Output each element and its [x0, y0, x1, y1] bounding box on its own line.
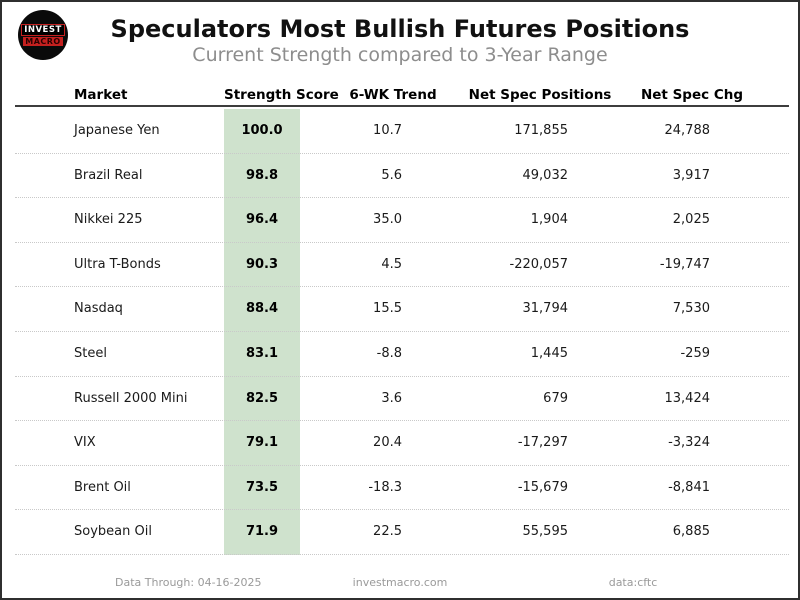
table-row: Brent Oil 73.5 -18.3 -15,679 -8,841 [15, 466, 789, 511]
trend-cell: 5.6 [381, 167, 402, 183]
market-cell: Ultra T-Bonds [74, 256, 161, 272]
footer-data-source: data:cftc [608, 576, 658, 589]
net-spec-chg-cell: 3,917 [672, 167, 710, 183]
column-header-net-spec-chg: Net Spec Chg [640, 87, 744, 103]
strength-score-cell: 83.1 [245, 345, 279, 361]
trend-cell: 4.5 [381, 256, 402, 272]
market-cell: Brazil Real [74, 167, 143, 183]
table-row: Brazil Real 98.8 5.6 49,032 3,917 [15, 154, 789, 199]
net-spec-positions-cell: -15,679 [517, 479, 568, 495]
net-spec-positions-cell: 679 [543, 390, 568, 406]
net-spec-positions-cell: 1,445 [530, 345, 568, 361]
market-cell: Nasdaq [74, 301, 123, 317]
trend-cell: 20.4 [373, 435, 402, 451]
footer: Data Through: 04-16-2025 investmacro.com… [2, 576, 798, 592]
net-spec-positions-cell: -220,057 [509, 256, 568, 272]
table-row: VIX 79.1 20.4 -17,297 -3,324 [15, 421, 789, 466]
strength-score-cell: 88.4 [245, 301, 279, 317]
table-header-row: Market Strength Score 6-WK Trend Net Spe… [15, 86, 789, 107]
investmacro-logo: INVEST MACRO [18, 10, 68, 60]
net-spec-positions-cell: 171,855 [514, 123, 568, 138]
net-spec-chg-cell: -259 [680, 345, 710, 361]
column-header-market: Market [74, 87, 128, 103]
page-subtitle: Current Strength compared to 3-Year Rang… [192, 44, 608, 66]
net-spec-chg-cell: -3,324 [668, 435, 710, 451]
net-spec-chg-cell: 6,885 [672, 524, 710, 540]
column-header-6wk-trend: 6-WK Trend [349, 87, 437, 103]
column-header-strength-score: Strength Score [224, 87, 339, 103]
table-row: Japanese Yen 100.0 10.7 171,855 24,788 [15, 109, 789, 154]
trend-cell: -8.8 [376, 345, 402, 361]
trend-cell: 22.5 [373, 524, 402, 540]
table-body: Japanese Yen 100.0 10.7 171,855 24,788 B… [15, 109, 789, 555]
strength-score-cell: 98.8 [245, 167, 279, 183]
trend-cell: 15.5 [373, 301, 402, 317]
table-row: Nasdaq 88.4 15.5 31,794 7,530 [15, 287, 789, 332]
net-spec-positions-cell: 1,904 [530, 212, 568, 228]
table-row: Steel 83.1 -8.8 1,445 -259 [15, 332, 789, 377]
strength-score-cell: 100.0 [241, 123, 283, 138]
market-cell: VIX [74, 435, 96, 451]
net-spec-positions-cell: 49,032 [522, 167, 569, 183]
table-row: Ultra T-Bonds 90.3 4.5 -220,057 -19,747 [15, 243, 789, 288]
trend-cell: 10.7 [373, 123, 402, 138]
net-spec-positions-cell: 55,595 [522, 524, 569, 540]
footer-site: investmacro.com [352, 576, 448, 589]
footer-data-through: Data Through: 04-16-2025 [115, 576, 262, 589]
table-row: Russell 2000 Mini 82.5 3.6 679 13,424 [15, 377, 789, 422]
strength-score-cell: 79.1 [245, 435, 279, 451]
net-spec-chg-cell: 24,788 [664, 123, 711, 138]
strength-score-cell: 82.5 [245, 390, 279, 406]
strength-score-cell: 90.3 [245, 256, 279, 272]
table-row: Soybean Oil 71.9 22.5 55,595 6,885 [15, 510, 789, 555]
logo-text-macro: MACRO [23, 37, 63, 46]
column-header-net-spec-positions: Net Spec Positions [468, 87, 612, 103]
strength-score-cell: 73.5 [245, 479, 279, 495]
net-spec-chg-cell: 2,025 [672, 212, 710, 228]
trend-cell: 3.6 [381, 390, 402, 406]
market-cell: Brent Oil [74, 479, 131, 495]
strength-score-highlight-band [224, 109, 300, 555]
net-spec-chg-cell: 7,530 [672, 301, 710, 317]
net-spec-positions-cell: -17,297 [517, 435, 568, 451]
trend-cell: -18.3 [368, 479, 402, 495]
table-row: Nikkei 225 96.4 35.0 1,904 2,025 [15, 198, 789, 243]
market-cell: Russell 2000 Mini [74, 390, 188, 406]
market-cell: Nikkei 225 [74, 212, 143, 228]
net-spec-chg-cell: -19,747 [659, 256, 710, 272]
net-spec-chg-cell: -8,841 [668, 479, 710, 495]
net-spec-chg-cell: 13,424 [664, 390, 711, 406]
trend-cell: 35.0 [373, 212, 402, 228]
logo-text-invest: INVEST [21, 24, 65, 36]
market-cell: Japanese Yen [74, 123, 160, 138]
market-cell: Steel [74, 345, 107, 361]
page-title: Speculators Most Bullish Futures Positio… [110, 15, 690, 43]
net-spec-positions-cell: 31,794 [522, 301, 569, 317]
strength-score-cell: 96.4 [245, 212, 279, 228]
strength-score-cell: 71.9 [245, 524, 279, 540]
market-cell: Soybean Oil [74, 524, 152, 540]
